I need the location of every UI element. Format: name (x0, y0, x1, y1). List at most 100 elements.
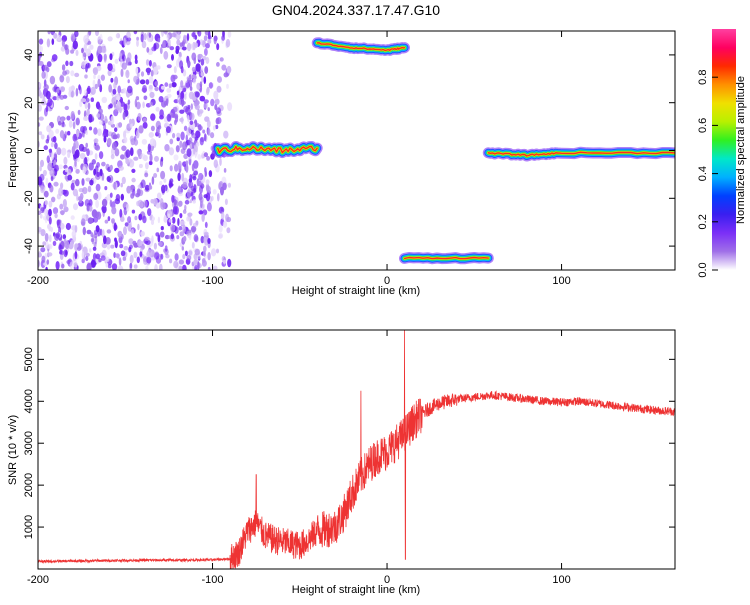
noise-speck (203, 194, 208, 199)
noise-speck (128, 159, 135, 168)
noise-speck (93, 229, 98, 235)
noise-speck (123, 130, 127, 139)
noise-speck (83, 116, 88, 121)
noise-speck (176, 39, 181, 46)
noise-speck (63, 198, 67, 208)
noise-speck (227, 102, 233, 112)
noise-speck (201, 153, 204, 159)
noise-speck (94, 153, 98, 160)
noise-speck (173, 260, 179, 269)
noise-speck (51, 38, 55, 45)
noise-speck (101, 96, 108, 104)
noise-speck (172, 106, 178, 113)
noise-speck (104, 186, 108, 191)
noise-speck (210, 132, 215, 139)
noise-speck (114, 167, 120, 174)
noise-speck (126, 185, 132, 194)
noise-speck (85, 62, 91, 69)
noise-speck (95, 253, 101, 260)
noise-speck (91, 159, 97, 165)
noise-speck (63, 238, 67, 244)
noise-speck (58, 243, 62, 251)
noise-speck (62, 70, 67, 76)
noise-speck (101, 206, 106, 212)
noise-speck (197, 154, 202, 160)
noise-speck (55, 232, 61, 239)
noise-speck (208, 31, 211, 39)
noise-speck (123, 245, 129, 251)
noise-speck (186, 189, 191, 199)
noise-speck (190, 103, 193, 110)
noise-speck (75, 149, 80, 159)
noise-speck (49, 75, 56, 85)
noise-speck (165, 126, 171, 134)
noise-speck (137, 240, 143, 247)
spectrogram-ytick-label: -40 (23, 238, 35, 254)
noise-speck (206, 202, 212, 212)
noise-speck (38, 251, 42, 257)
noise-speck (123, 136, 128, 144)
noise-speck (111, 263, 118, 270)
noise-speck (98, 108, 103, 115)
noise-speck (207, 107, 210, 112)
noise-speck (72, 121, 76, 130)
noise-speck (63, 189, 69, 197)
noise-speck (211, 248, 217, 257)
noise-speck (179, 42, 184, 47)
noise-speck (60, 123, 66, 128)
noise-speck (147, 208, 152, 217)
noise-speck (203, 152, 208, 158)
noise-speck (109, 199, 113, 207)
noise-speck (83, 89, 88, 97)
noise-speck (130, 228, 135, 235)
noise-speck (210, 195, 214, 202)
noise-speck (49, 234, 52, 243)
noise-speck (70, 33, 76, 43)
noise-speck (163, 50, 169, 60)
noise-speck (43, 190, 49, 198)
noise-speck (138, 125, 144, 134)
noise-speck (38, 131, 43, 136)
noise-speck (206, 156, 211, 161)
noise-speck (212, 189, 217, 195)
noise-speck (158, 96, 164, 103)
noise-speck (125, 158, 130, 165)
noise-speck (168, 39, 171, 47)
noise-speck (147, 70, 150, 76)
noise-speck (43, 145, 48, 151)
noise-speck (185, 134, 188, 142)
noise-speck (195, 142, 200, 147)
noise-speck (157, 241, 163, 247)
spectral-track-band (316, 42, 406, 52)
noise-speck (156, 126, 160, 135)
noise-speck (38, 89, 42, 97)
noise-speck (67, 151, 71, 158)
snr-ytick-label: 1000 (23, 515, 35, 539)
noise-speck (118, 52, 123, 61)
noise-speck (81, 251, 85, 259)
noise-speck (220, 186, 224, 196)
noise-speck (216, 248, 219, 254)
spectrogram-plot-area (38, 31, 675, 270)
noise-speck (122, 111, 126, 121)
noise-speck (78, 84, 81, 91)
noise-speck (202, 129, 206, 134)
noise-speck (59, 210, 65, 215)
noise-speck (120, 68, 124, 78)
noise-speck (109, 164, 113, 171)
noise-speck (38, 44, 42, 52)
noise-speck (200, 200, 204, 205)
noise-speck (206, 185, 211, 193)
noise-speck (166, 64, 172, 69)
noise-speck (64, 167, 69, 173)
noise-speck (106, 244, 111, 250)
noise-speck (153, 42, 160, 50)
noise-speck (153, 252, 160, 260)
noise-speck (117, 85, 121, 94)
noise-speck (51, 54, 58, 62)
noise-speck (145, 239, 151, 245)
colorbar: 0.0 0.2 0.4 0.6 0.8 Normalized spectral ampl… (697, 29, 747, 278)
noise-speck (139, 251, 143, 257)
noise-speck (75, 87, 79, 97)
